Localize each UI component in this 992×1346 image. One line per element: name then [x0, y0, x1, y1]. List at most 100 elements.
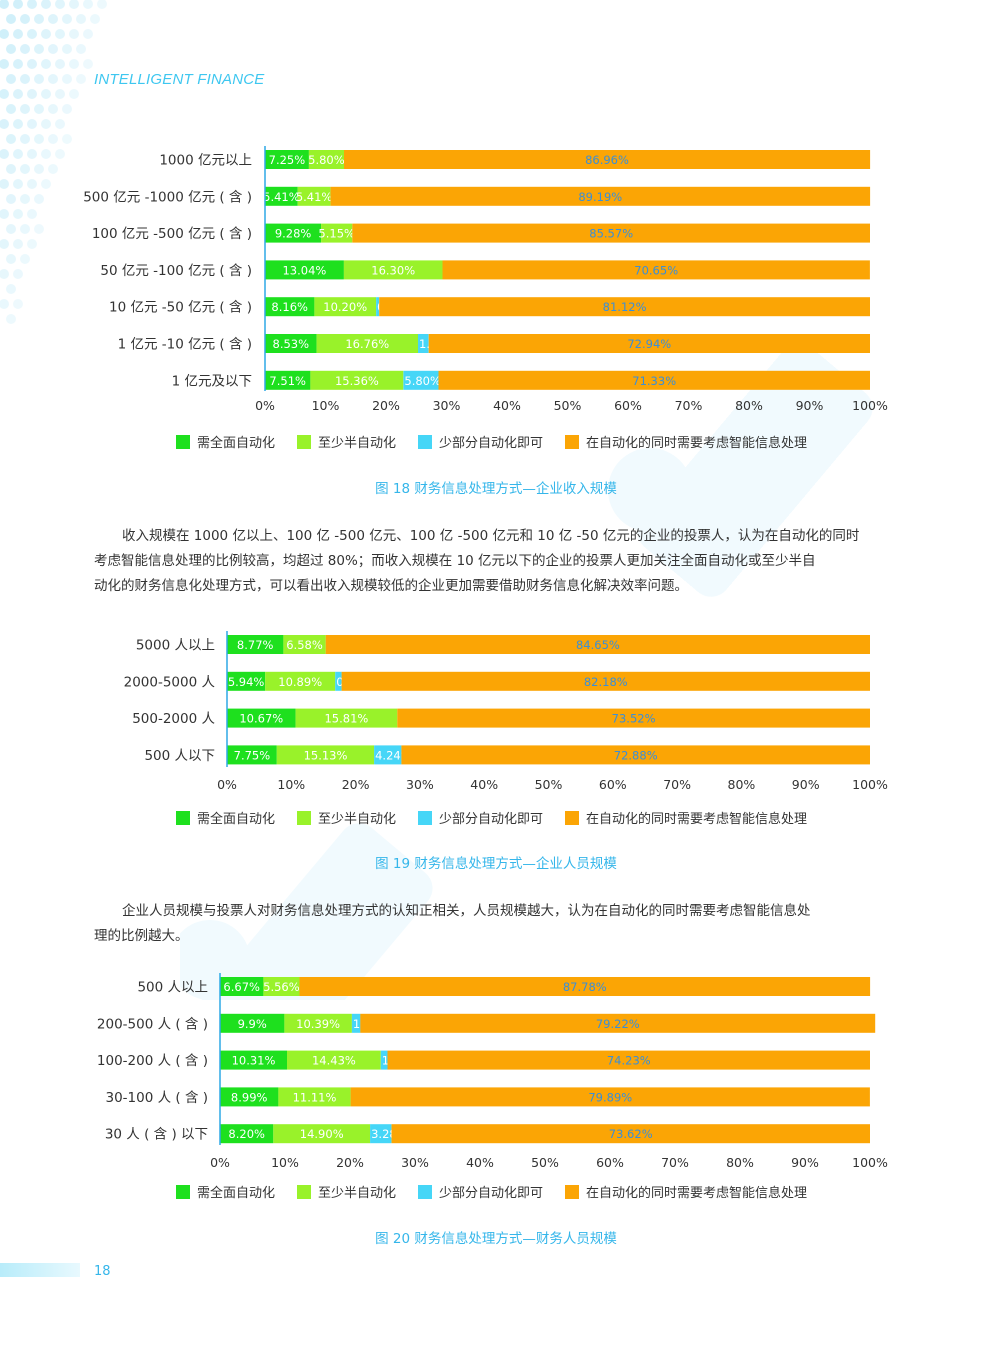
data-label: 13.04% [282, 263, 326, 277]
x-tick-label: 60% [599, 777, 627, 792]
x-tick-label: 10% [271, 1155, 299, 1170]
data-label: 16.30% [371, 263, 415, 277]
decor-dot [27, 0, 37, 9]
paragraph-line: 动化的财务信息化处理方式，可以看出收入规模较低的企业更加需要借助财务信息化解决效… [94, 578, 688, 594]
category-label: 1 亿元及以下 [172, 373, 252, 389]
data-label: 79.22% [596, 1017, 640, 1031]
category-label: 2000-5000 人 [124, 674, 216, 690]
category-label: 500 人以下 [144, 748, 215, 764]
decor-dot [27, 59, 37, 69]
data-label: 7.75% [234, 748, 271, 762]
x-tick-label: 10% [312, 398, 340, 413]
decor-dot [27, 209, 37, 219]
figure-20-caption: 图 20 财务信息处理方式—财务人员规模 [375, 1231, 617, 1247]
x-tick-label: 100% [852, 1155, 888, 1170]
legend-swatch [418, 1184, 433, 1199]
decor-dot [34, 74, 44, 84]
decor-dot [0, 59, 9, 69]
bar-half-auto [310, 370, 404, 390]
bar-half-auto [273, 1124, 371, 1144]
bar-intelligent [442, 260, 870, 280]
legend-swatch [418, 810, 433, 825]
bar-full-auto [227, 745, 277, 765]
decor-dot [20, 224, 30, 234]
figure-18-caption: 图 18 财务信息处理方式—企业收入规模 [375, 481, 617, 497]
bar-half-auto [287, 1050, 381, 1070]
figure-19-caption: 图 19 财务信息处理方式—企业人员规模 [375, 856, 617, 872]
decor-dot [20, 194, 30, 204]
decor-dot [13, 89, 23, 99]
decor-dot [0, 149, 9, 159]
decor-dot [55, 119, 65, 129]
legend-fig20: 需全面自动化 至少半自动化 少部分自动化即可 在自动化的同时需要考虑智能信息处理 [176, 1182, 807, 1201]
legend-item-half-auto: 至少半自动化 [297, 432, 396, 451]
bar-full-auto [220, 977, 264, 996]
legend-label: 至少半自动化 [318, 812, 397, 827]
bar-intelligent [325, 635, 870, 654]
data-label: 74.23% [607, 1054, 651, 1068]
category-label: 1000 亿元以上 [159, 153, 252, 169]
decor-dot [55, 29, 65, 39]
legend-item-full-auto: 需全面自动化 [176, 432, 275, 451]
legend-label: 至少半自动化 [318, 436, 397, 451]
paragraph-line: 企业人员规模与投票人对财务信息处理方式的认知正相关，人员规模越大，认为在自动化的… [122, 903, 811, 919]
bar-full-auto [265, 150, 309, 169]
bar-partial-auto [380, 1050, 388, 1070]
data-label: 9.28% [275, 227, 312, 241]
data-label: 10.67% [239, 712, 283, 726]
category-label: 100 亿元 -500 亿元 ( 含 ) [92, 226, 252, 242]
x-tick-label: 50% [531, 1155, 559, 1170]
decor-dot [62, 134, 72, 144]
corner-dot-pattern [0, 0, 110, 340]
legend-label: 少部分自动化即可 [439, 812, 544, 827]
category-label: 50 亿元 -100 亿元 ( 含 ) [100, 263, 252, 279]
decor-dot [34, 14, 44, 24]
decor-dot [27, 149, 37, 159]
decor-dot [34, 134, 44, 144]
bar-half-auto [308, 150, 344, 169]
data-label: 85.57% [589, 227, 633, 241]
decor-dot [34, 44, 44, 54]
decor-dot [13, 29, 23, 39]
x-tick-label: 60% [596, 1155, 624, 1170]
legend-label: 少部分自动化即可 [439, 436, 544, 451]
x-tick-label: 70% [675, 398, 703, 413]
x-tick-label: 10% [277, 777, 305, 792]
data-label: 11.11% [293, 1090, 337, 1104]
x-tick-label: 20% [336, 1155, 364, 1170]
decor-dot [83, 29, 93, 39]
legend-swatch [297, 810, 312, 825]
page-number-bar [0, 1263, 80, 1277]
legend-label: 需全面自动化 [197, 436, 276, 451]
decor-dot [20, 44, 30, 54]
bar-intelligent [350, 1087, 870, 1107]
category-label: 500 人以上 [137, 980, 208, 996]
x-tick-label: 80% [726, 1155, 754, 1170]
legend-label: 需全面自动化 [197, 1186, 276, 1201]
bar-half-auto [295, 708, 398, 728]
bar-partial-auto [351, 1013, 361, 1033]
category-label: 30-100 人 ( 含 ) [105, 1090, 208, 1106]
legend-fig19: 需全面自动化 至少半自动化 少部分自动化即可 在自动化的同时需要考虑智能信息处理 [176, 808, 807, 827]
decor-dot [0, 29, 9, 39]
data-label: 84.65% [576, 638, 620, 652]
data-label: 10.31% [232, 1054, 276, 1068]
decor-dot [6, 314, 16, 324]
data-label: 79.89% [588, 1090, 632, 1104]
data-label: 16.76% [345, 337, 389, 351]
bar-full-auto [265, 260, 344, 280]
bar-intelligent [401, 745, 870, 765]
bar-half-auto [343, 260, 443, 280]
data-label: 9.9% [238, 1017, 267, 1031]
decor-dot [6, 284, 16, 294]
bar-intelligent [428, 334, 870, 353]
decor-dot [27, 89, 37, 99]
data-label: 5.80% [404, 374, 441, 388]
paragraph-employee-analysis: 企业人员规模与投票人对财务信息处理方式的认知正相关，人员规模越大，认为在自动化的… [94, 899, 900, 949]
decor-dot [48, 134, 58, 144]
bar-half-auto [284, 1013, 352, 1033]
decor-dot [20, 134, 30, 144]
category-label: 500 亿元 -1000 亿元 ( 含 ) [83, 189, 252, 205]
data-label: 5.56% [263, 980, 300, 994]
decor-dot [62, 74, 72, 84]
